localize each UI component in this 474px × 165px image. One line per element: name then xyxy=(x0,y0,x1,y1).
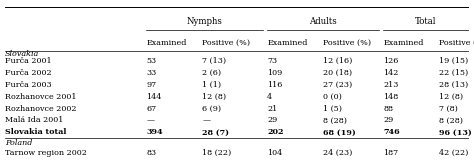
Text: Slovakia total: Slovakia total xyxy=(5,129,66,136)
Text: 1 (1): 1 (1) xyxy=(202,81,221,89)
Text: Furča 2001: Furča 2001 xyxy=(5,57,51,65)
Text: 8 (28): 8 (28) xyxy=(323,116,347,125)
Text: 104: 104 xyxy=(267,149,283,157)
Text: Rozhanovce 2002: Rozhanovce 2002 xyxy=(5,105,76,113)
Text: 213: 213 xyxy=(383,81,399,89)
Text: 12 (16): 12 (16) xyxy=(323,57,352,65)
Text: 96 (13): 96 (13) xyxy=(439,129,472,136)
Text: 18 (22): 18 (22) xyxy=(202,149,231,157)
Text: 7 (13): 7 (13) xyxy=(202,57,226,65)
Text: —: — xyxy=(202,116,210,125)
Text: 6 (9): 6 (9) xyxy=(202,105,221,113)
Text: 33: 33 xyxy=(146,69,157,77)
Text: 20 (18): 20 (18) xyxy=(323,69,352,77)
Text: 19 (15): 19 (15) xyxy=(439,57,468,65)
Text: Adults: Adults xyxy=(309,17,337,26)
Text: 21: 21 xyxy=(267,105,277,113)
Text: 67: 67 xyxy=(146,105,156,113)
Text: 28 (13): 28 (13) xyxy=(439,81,468,89)
Text: 142: 142 xyxy=(383,69,399,77)
Text: Rozhanovce 2001: Rozhanovce 2001 xyxy=(5,93,76,101)
Text: Total: Total xyxy=(415,17,437,26)
Text: Furča 2003: Furča 2003 xyxy=(5,81,51,89)
Text: 73: 73 xyxy=(267,57,277,65)
Text: Examined: Examined xyxy=(267,39,308,47)
Text: 7 (8): 7 (8) xyxy=(439,105,458,113)
Text: Slovakia: Slovakia xyxy=(5,50,39,58)
Text: Poland: Poland xyxy=(5,139,32,147)
Text: 187: 187 xyxy=(383,149,399,157)
Text: 29: 29 xyxy=(383,116,393,125)
Text: 68 (19): 68 (19) xyxy=(323,129,356,136)
Text: 394: 394 xyxy=(146,129,163,136)
Text: 4: 4 xyxy=(267,93,273,101)
Text: Nymphs: Nymphs xyxy=(187,17,222,26)
Text: 42 (22): 42 (22) xyxy=(439,149,468,157)
Text: 22 (15): 22 (15) xyxy=(439,69,468,77)
Text: Malá Ida 2001: Malá Ida 2001 xyxy=(5,116,63,125)
Text: 746: 746 xyxy=(383,129,400,136)
Text: 53: 53 xyxy=(146,57,156,65)
Text: 12 (8): 12 (8) xyxy=(202,93,226,101)
Text: 29: 29 xyxy=(267,116,277,125)
Text: Positive (%): Positive (%) xyxy=(439,39,474,47)
Text: 88: 88 xyxy=(383,105,393,113)
Text: 28 (7): 28 (7) xyxy=(202,129,229,136)
Text: Furča 2002: Furča 2002 xyxy=(5,69,51,77)
Text: —: — xyxy=(146,116,155,125)
Text: Tarnow region 2002: Tarnow region 2002 xyxy=(5,149,87,157)
Text: 27 (23): 27 (23) xyxy=(323,81,352,89)
Text: 148: 148 xyxy=(383,93,399,101)
Text: Positive (%): Positive (%) xyxy=(202,39,250,47)
Text: 2 (6): 2 (6) xyxy=(202,69,221,77)
Text: Positive (%): Positive (%) xyxy=(323,39,371,47)
Text: 12 (8): 12 (8) xyxy=(439,93,463,101)
Text: 116: 116 xyxy=(267,81,283,89)
Text: Examined: Examined xyxy=(146,39,187,47)
Text: 83: 83 xyxy=(146,149,156,157)
Text: 97: 97 xyxy=(146,81,156,89)
Text: 8 (28): 8 (28) xyxy=(439,116,463,125)
Text: Examined: Examined xyxy=(383,39,424,47)
Text: 0 (0): 0 (0) xyxy=(323,93,342,101)
Text: 126: 126 xyxy=(383,57,399,65)
Text: 1 (5): 1 (5) xyxy=(323,105,342,113)
Text: 202: 202 xyxy=(267,129,284,136)
Text: 144: 144 xyxy=(146,93,162,101)
Text: 109: 109 xyxy=(267,69,283,77)
Text: 24 (23): 24 (23) xyxy=(323,149,352,157)
